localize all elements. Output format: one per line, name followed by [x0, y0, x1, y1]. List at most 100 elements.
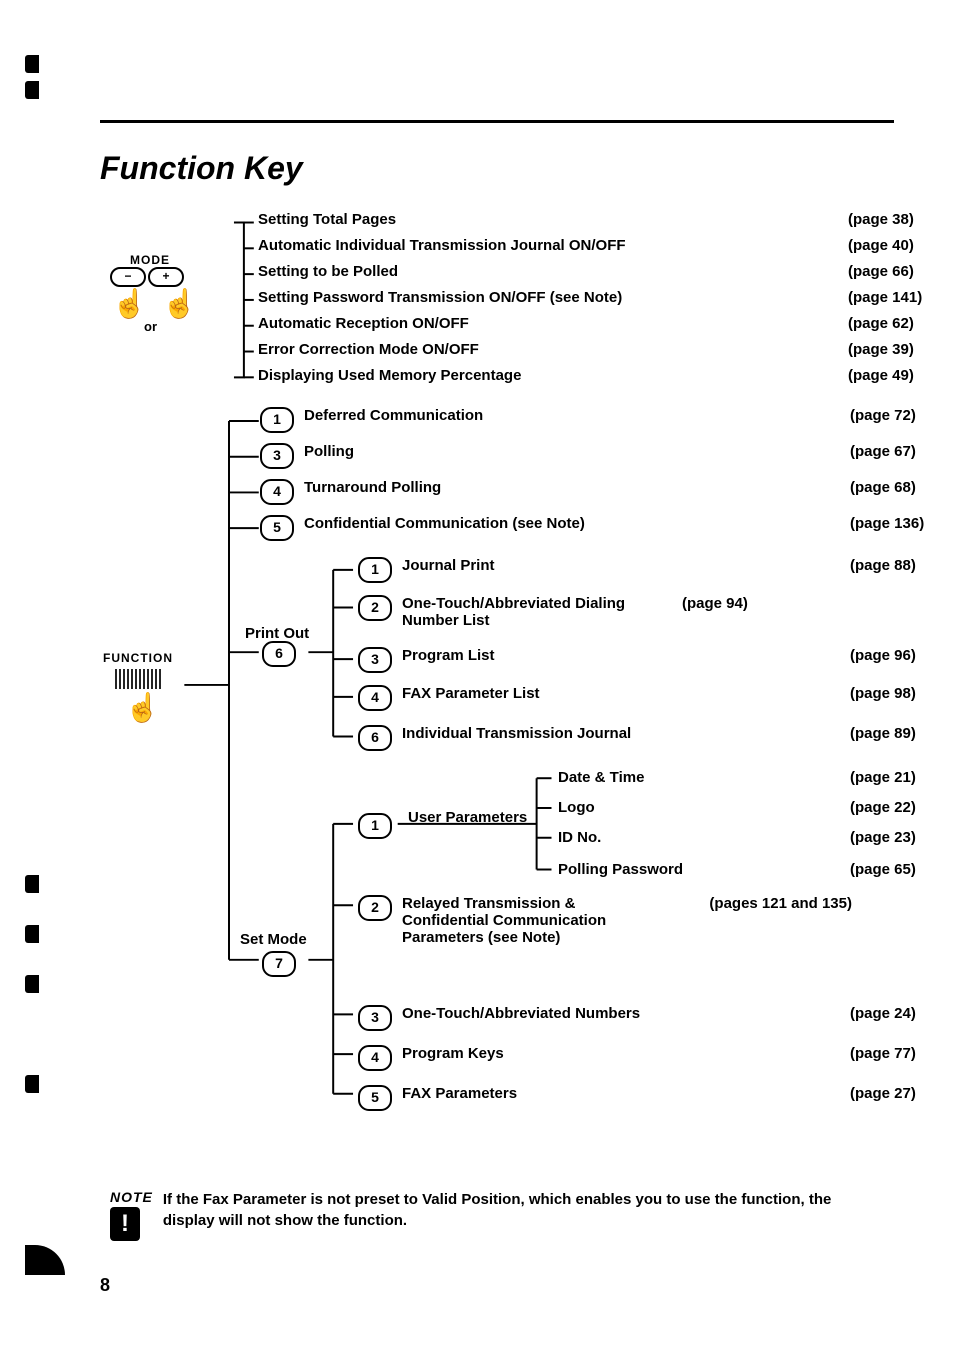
note-left: NOTE !: [110, 1189, 153, 1241]
item-desc: Error Correction Mode ON/OFF: [258, 341, 848, 358]
mode-buttons: − +: [110, 267, 184, 287]
set-mode-label: Set Mode: [240, 931, 307, 948]
key-button[interactable]: 7: [262, 951, 296, 977]
key-button[interactable]: 4: [260, 479, 294, 505]
page-ref: (page 96): [850, 647, 954, 664]
mode-item: Setting to be Polled (page 66): [258, 263, 954, 280]
page-ref: (page 24): [850, 1005, 954, 1022]
key-button[interactable]: 2: [358, 895, 392, 921]
print-out-key: 6: [262, 641, 306, 667]
mode-item: Error Correction Mode ON/OFF (page 39): [258, 341, 954, 358]
mode-minus-button[interactable]: −: [110, 267, 146, 287]
item-desc: Setting to be Polled: [258, 263, 848, 280]
page-ref: (page 89): [850, 725, 954, 742]
page-ref: (page 65): [850, 861, 954, 878]
key-button[interactable]: 4: [358, 1045, 392, 1071]
item-desc: Automatic Individual Transmission Journa…: [258, 237, 848, 254]
key-button[interactable]: 4: [358, 685, 392, 711]
caution-icon: !: [110, 1207, 140, 1241]
mode-item: Setting Password Transmission ON/OFF (se…: [258, 289, 954, 306]
page-ref: (pages 121 and 135): [662, 895, 852, 912]
item-desc: Setting Password Transmission ON/OFF (se…: [258, 289, 848, 306]
item-desc: FAX Parameter List: [402, 685, 850, 702]
key-button[interactable]: 2: [358, 595, 392, 621]
key-button[interactable]: 3: [260, 443, 294, 469]
key-button[interactable]: 1: [358, 557, 392, 583]
page-ref: (page 49): [848, 367, 954, 384]
page-ref: (page 39): [848, 341, 954, 358]
page-ref: (page 72): [850, 407, 954, 424]
user-params-label: User Parameters: [408, 809, 528, 826]
item-desc: Polling Password: [558, 861, 850, 878]
page-ref: (page 136): [850, 515, 954, 532]
item-desc: Program Keys: [402, 1045, 850, 1062]
function-label: FUNCTION: [103, 651, 173, 665]
page-number: 8: [100, 1275, 110, 1296]
page-ref: (page 67): [850, 443, 954, 460]
item-desc: Displaying Used Memory Percentage: [258, 367, 848, 384]
item-desc: Journal Print: [402, 557, 850, 574]
note-title: NOTE: [110, 1189, 153, 1205]
hand-icon: ☝: [112, 287, 147, 320]
print-out-item: 4 FAX Parameter List (page 98): [358, 685, 954, 711]
function-tree: MODE − + ☝ ☝ or Setting Total Pages (pag…: [100, 207, 874, 1147]
print-out-item: 1 Journal Print (page 88): [358, 557, 954, 583]
user-param-item: Polling Password (page 65): [558, 861, 954, 878]
page-ref: (page 23): [850, 829, 954, 846]
key-button[interactable]: 6: [262, 641, 296, 667]
hand-icon: ☝: [162, 287, 197, 320]
page-ref: (page 94): [682, 595, 792, 612]
key-button[interactable]: 5: [260, 515, 294, 541]
print-out-item: 2 One-Touch/Abbreviated Dialing Number L…: [358, 595, 954, 629]
user-param-item: Logo (page 22): [558, 799, 954, 816]
page-ref: (page 141): [848, 289, 954, 306]
keypad-icon: [115, 669, 163, 689]
page-ref: (page 88): [850, 557, 954, 574]
mode-label: MODE: [130, 253, 170, 267]
item-desc: Date & Time: [558, 769, 850, 786]
key-button[interactable]: 3: [358, 1005, 392, 1031]
item-desc: Program List: [402, 647, 850, 664]
mode-item: Displaying Used Memory Percentage (page …: [258, 367, 954, 384]
binding-marks: [25, 55, 50, 1291]
page-ref: (page 27): [850, 1085, 954, 1102]
key-button[interactable]: 5: [358, 1085, 392, 1111]
set-mode-key: 7: [262, 951, 306, 977]
item-desc: Relayed Transmission & Confidential Comm…: [402, 895, 662, 946]
page-ref: (page 98): [850, 685, 954, 702]
user-params-key: 1: [358, 813, 402, 839]
item-desc: Deferred Communication: [304, 407, 850, 424]
key-button[interactable]: 6: [358, 725, 392, 751]
item-desc: Turnaround Polling: [304, 479, 850, 496]
key-button[interactable]: 3: [358, 647, 392, 673]
item-desc: One-Touch/Abbreviated Dialing Number Lis…: [402, 595, 682, 629]
print-out-item: 6 Individual Transmission Journal (page …: [358, 725, 954, 751]
user-param-item: ID No. (page 23): [558, 829, 954, 846]
mode-item: Automatic Reception ON/OFF (page 62): [258, 315, 954, 332]
item-desc: Individual Transmission Journal: [402, 725, 850, 742]
page-ref: (page 38): [848, 211, 954, 228]
item-desc: FAX Parameters: [402, 1085, 850, 1102]
item-desc: Setting Total Pages: [258, 211, 848, 228]
page-ref: (page 62): [848, 315, 954, 332]
hand-icon: ☝: [125, 691, 160, 724]
print-out-label: Print Out: [245, 625, 309, 642]
mode-item: Setting Total Pages (page 38): [258, 211, 954, 228]
manual-page: Function Key: [0, 0, 954, 1346]
item-desc: Automatic Reception ON/OFF: [258, 315, 848, 332]
key-button[interactable]: 1: [260, 407, 294, 433]
set-mode-item: 5 FAX Parameters (page 27): [358, 1085, 954, 1111]
or-label: or: [144, 319, 157, 334]
page-ref: (page 22): [850, 799, 954, 816]
item-desc: Logo: [558, 799, 850, 816]
mode-item: Automatic Individual Transmission Journa…: [258, 237, 954, 254]
key-button[interactable]: 1: [358, 813, 392, 839]
horizontal-rule: [100, 120, 894, 123]
item-desc: Confidential Communication (see Note): [304, 515, 850, 532]
set-mode-item: 2 Relayed Transmission & Confidential Co…: [358, 895, 954, 946]
mode-plus-button[interactable]: +: [148, 267, 184, 287]
page-ref: (page 21): [850, 769, 954, 786]
function-item: 4 Turnaround Polling (page 68): [260, 479, 954, 505]
page-ref: (page 40): [848, 237, 954, 254]
page-ref: (page 77): [850, 1045, 954, 1062]
